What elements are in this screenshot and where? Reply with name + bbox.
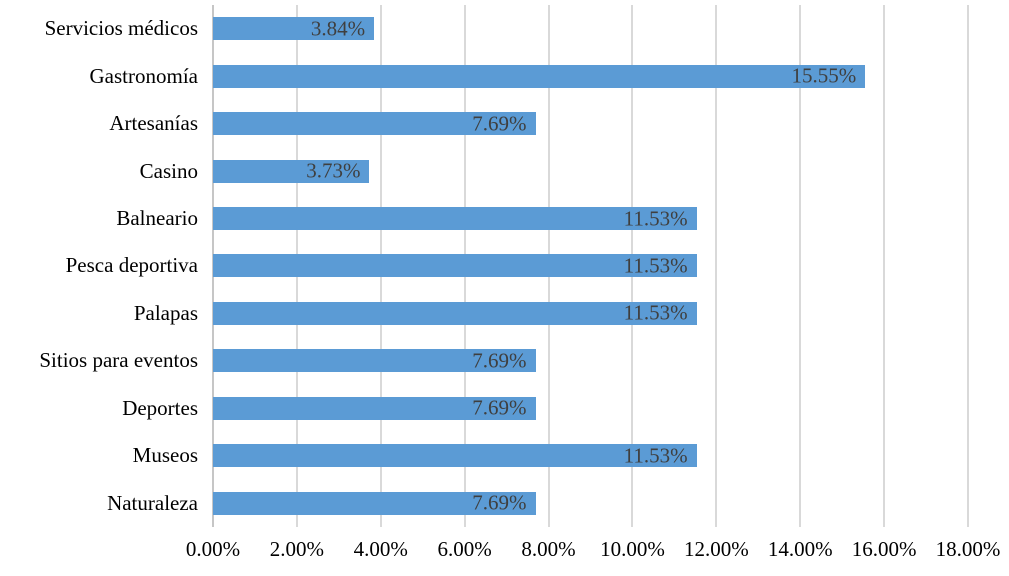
bar-value-label: 3.73% xyxy=(306,158,361,183)
category-label: Deportes xyxy=(122,395,198,420)
bar: 7.69% xyxy=(213,348,536,373)
category-label: Palapas xyxy=(133,300,198,325)
value-axis: 0.00% 2.00% 4.00% 6.00% 8.00% 10.00% 12.00% 14.… xyxy=(186,537,1001,567)
bar: 11.53% xyxy=(213,443,697,468)
bar-value-label: 11.53% xyxy=(623,443,688,468)
bar-row: 11.53% xyxy=(213,290,968,337)
category-label: Museos xyxy=(132,443,198,468)
gridline xyxy=(967,5,969,527)
bar-value-label: 3.84% xyxy=(310,16,366,41)
bar-value-label: 15.55% xyxy=(791,63,857,88)
category-label: Servicios médicos xyxy=(44,16,198,41)
x-tick-label: 14.00% xyxy=(767,537,833,561)
bar: 11.53% xyxy=(213,206,697,231)
bar: 11.53% xyxy=(213,253,697,278)
bar-value-label: 7.69% xyxy=(472,490,527,515)
bar: 15.55% xyxy=(213,63,866,88)
bar-value-label: 7.69% xyxy=(472,111,527,136)
x-tick-label: 10.00% xyxy=(600,537,665,561)
gridline xyxy=(799,5,802,527)
x-tick-label: 0.00% xyxy=(185,537,241,561)
category-label: Gastronomía xyxy=(89,63,198,88)
bar-value-label: 11.53% xyxy=(623,253,688,278)
category-axis: Servicios médicos Gastronomía Artesanías Ca… xyxy=(0,5,198,527)
category-label: Sitios para eventos xyxy=(39,348,198,373)
bar-row: 11.53% xyxy=(213,242,968,289)
x-tick-label: 18.00% xyxy=(935,537,1001,561)
bar: 3.84% xyxy=(213,16,375,41)
bar-row: 11.53% xyxy=(213,195,968,242)
bar-row: 7.69% xyxy=(213,480,968,527)
x-tick-label: 6.00% xyxy=(437,537,492,561)
bar: 7.69% xyxy=(213,490,536,515)
bar: 7.69% xyxy=(213,395,536,420)
bar-row: 7.69% xyxy=(213,100,968,147)
gridline xyxy=(715,5,718,527)
bar-row: 7.69% xyxy=(213,337,968,384)
x-tick-label: 16.00% xyxy=(851,537,917,561)
bar: 7.69% xyxy=(213,111,536,136)
bar-value-label: 11.53% xyxy=(623,206,688,231)
x-tick-label: 8.00% xyxy=(521,537,576,561)
bar-row: 3.73% xyxy=(213,147,968,194)
x-tick-label: 4.00% xyxy=(353,537,408,561)
category-label: Balneario xyxy=(116,206,198,231)
plot-area: 3.84% 15.55% 7.69% 3.73% 11.53% 11.53% 11.53% 7… xyxy=(212,5,969,527)
category-label: Casino xyxy=(139,158,198,183)
category-label: Pesca deportiva xyxy=(65,253,198,278)
bar-value-label: 7.69% xyxy=(472,348,527,373)
bar-row: 3.84% xyxy=(213,5,968,52)
category-label: Naturaleza xyxy=(107,490,198,515)
bar-value-label: 7.69% xyxy=(472,395,527,420)
bar: 11.53% xyxy=(213,300,697,325)
bar-value-label: 11.53% xyxy=(623,300,688,325)
bar-row: 15.55% xyxy=(213,52,968,99)
bar-row: 7.69% xyxy=(213,385,968,432)
gridline xyxy=(883,5,886,527)
bar-row: 11.53% xyxy=(213,432,968,479)
category-label: Artesanías xyxy=(109,111,198,136)
x-tick-label: 12.00% xyxy=(683,537,749,561)
bar: 3.73% xyxy=(213,158,370,183)
x-tick-label: 2.00% xyxy=(269,537,324,561)
